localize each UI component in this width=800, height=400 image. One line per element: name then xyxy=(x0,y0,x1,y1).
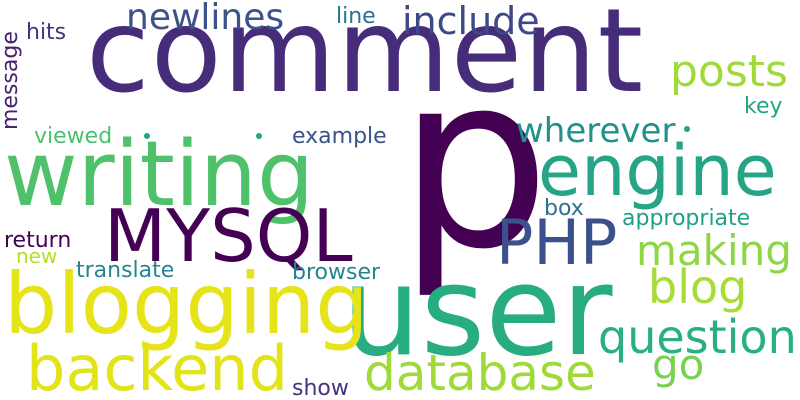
dot-2 xyxy=(256,133,262,139)
word-box: box xyxy=(544,198,584,220)
word-line: line xyxy=(336,6,376,28)
dot-1 xyxy=(144,133,150,139)
word-making: making xyxy=(636,230,792,272)
word-key: key xyxy=(744,96,783,118)
word-newlines: newlines xyxy=(126,0,284,36)
word-show: show xyxy=(292,378,349,400)
word-include: include xyxy=(402,2,540,40)
word-example: example xyxy=(292,126,387,148)
word-database: database xyxy=(364,348,596,398)
word-backend: backend xyxy=(26,338,288,400)
dot-3 xyxy=(684,126,690,132)
word-viewed: viewed xyxy=(34,126,112,148)
word-translate: translate xyxy=(76,260,174,282)
word-hits: hits xyxy=(26,22,66,44)
word-browser: browser xyxy=(292,262,380,284)
word-wherever: wherever xyxy=(516,114,675,148)
word-go: go xyxy=(652,344,704,386)
word-appropriate: appropriate xyxy=(622,208,750,230)
word-posts: posts xyxy=(670,50,788,94)
word-new: new xyxy=(16,246,57,266)
word-message: message xyxy=(0,31,22,130)
word-php: PHP xyxy=(496,212,617,274)
